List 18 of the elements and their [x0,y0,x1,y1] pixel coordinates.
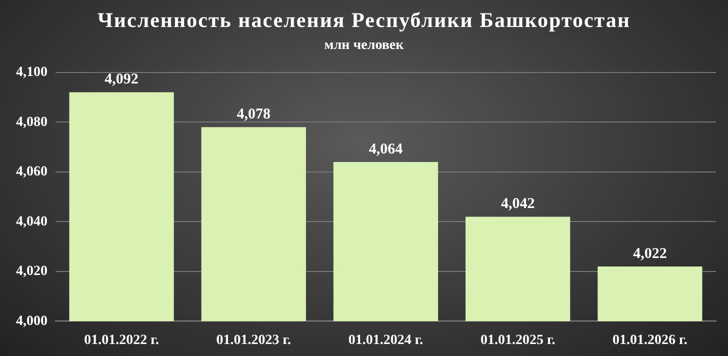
x-tick-label: 01.01.2022 г. [84,333,159,348]
y-tick-label: 4,080 [16,114,48,130]
chart-subtitle: млн человек [323,38,405,54]
x-tick-label: 01.01.2025 г. [480,333,556,348]
y-tick-label: 4,040 [16,214,48,230]
y-tick-label: 4,020 [16,264,48,280]
data-label: 4,042 [500,196,535,212]
data-label: 4,064 [368,141,404,158]
data-label: 4,092 [104,72,138,88]
chart-title: Численность населения Республики Башкортостан [96,8,632,33]
x-tick-label: 01.01.2024 г. [348,333,424,348]
y-tick-label: 4,060 [16,164,48,180]
y-tick-label: 4,100 [16,65,48,80]
x-tick-label: 01.01.2023 г. [216,333,292,348]
y-tick-label: 4,000 [16,314,48,329]
data-label: 4,022 [633,246,667,262]
x-tick-label: 01.01.2026 г. [612,333,688,348]
data-label: 4,078 [236,106,271,123]
